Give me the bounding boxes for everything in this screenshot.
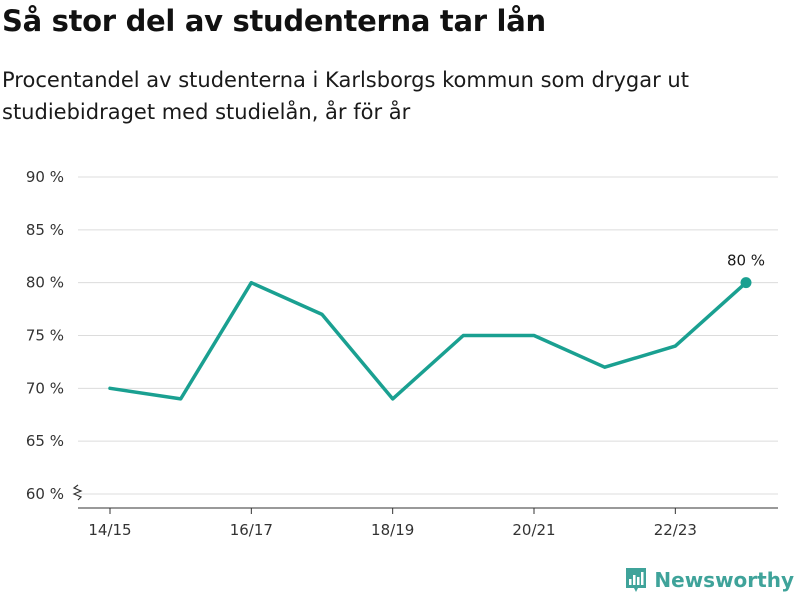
brand-logo: Newsworthy [624,566,794,594]
newsworthy-logo-icon [626,568,647,592]
chart-subtitle: Procentandel av studenterna i Karlsborgs… [2,68,689,124]
data-label: 80 % [727,252,765,270]
x-tick-label: 16/17 [230,521,273,539]
series-line [108,280,748,401]
axis-break-icon [72,484,83,501]
data-point-marker [740,277,752,289]
x-tick-label: 22/23 [654,521,697,539]
y-tick-label: 65 % [26,432,64,450]
brand-name: Newsworthy [654,568,794,592]
x-tick-label: 14/15 [88,521,131,539]
y-tick-label: 90 % [26,168,64,186]
x-tick-label: 18/19 [371,521,414,539]
y-tick-label: 70 % [26,379,64,397]
chart-title: Så stor del av studenterna tar lån [2,4,546,38]
y-tick-label: 80 % [26,274,64,292]
x-tick-label: 20/21 [512,521,555,539]
y-tick-label: 75 % [26,327,64,345]
y-tick-label: 85 % [26,221,64,239]
y-tick-label: 60 % [26,485,64,503]
